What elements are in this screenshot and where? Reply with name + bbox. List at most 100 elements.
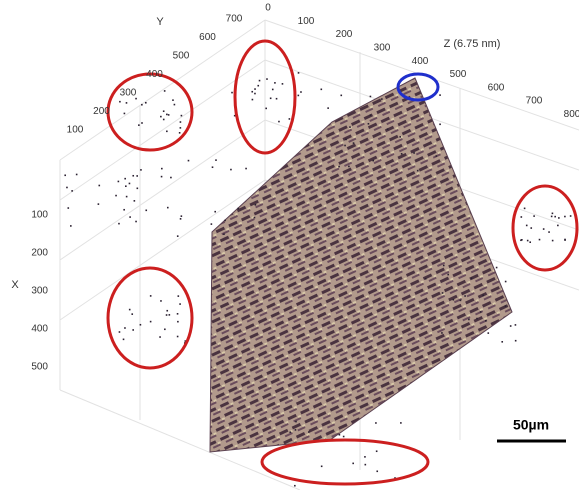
speck (557, 225, 559, 227)
speck (136, 175, 138, 177)
speck (529, 241, 531, 243)
speck (131, 313, 133, 315)
speck (160, 116, 162, 118)
speck (510, 325, 512, 327)
speck (145, 102, 147, 104)
z-tick-label: 500 (450, 69, 467, 80)
y-tick-label: 200 (93, 106, 110, 117)
speck (224, 220, 226, 222)
speck (442, 292, 444, 294)
speck (554, 216, 556, 218)
speck (558, 217, 560, 219)
speck (179, 132, 181, 134)
speck (352, 463, 354, 465)
speck (365, 464, 367, 466)
speck (439, 123, 441, 125)
z-tick-label: 400 (412, 56, 429, 67)
speck (126, 196, 128, 198)
speck (364, 456, 366, 458)
speck (265, 108, 267, 110)
z-tick-label: 100 (298, 16, 315, 27)
speck (482, 294, 484, 296)
speck (551, 216, 553, 218)
speck (163, 110, 165, 112)
speck (98, 203, 100, 205)
speck (501, 341, 503, 343)
speck (138, 124, 140, 126)
speck (174, 104, 176, 106)
speck (177, 313, 179, 315)
speck (443, 265, 445, 267)
speck (387, 128, 389, 130)
y-tick-label: 100 (67, 125, 84, 136)
speck (321, 466, 323, 468)
speck (400, 422, 402, 424)
speck (126, 102, 128, 104)
speck (295, 429, 297, 431)
speck (539, 239, 541, 241)
speck (274, 82, 276, 84)
speck (480, 311, 482, 313)
speck (177, 235, 179, 237)
speck (399, 136, 401, 138)
speck (124, 327, 126, 329)
speck (166, 114, 168, 116)
speck (137, 188, 139, 190)
z-tick-label: 0 (265, 3, 271, 14)
speck (298, 95, 300, 97)
speck (254, 93, 256, 95)
speck (140, 324, 142, 326)
speck (212, 166, 214, 168)
speck (338, 166, 340, 168)
z-tick-label: 200 (336, 29, 353, 40)
speck (124, 113, 126, 115)
speck (425, 278, 427, 280)
speck (298, 72, 300, 74)
speck (76, 174, 78, 176)
speck (71, 190, 73, 192)
speck (340, 95, 342, 97)
speck (179, 303, 181, 305)
speck (453, 299, 455, 301)
speck (231, 92, 233, 94)
speck (372, 160, 374, 162)
speck (368, 123, 370, 125)
speck (505, 305, 507, 307)
speck (167, 207, 169, 209)
speck (180, 127, 182, 129)
speck (552, 240, 554, 242)
speck (129, 216, 131, 218)
speck (515, 340, 517, 342)
speck (548, 231, 550, 233)
speck (237, 208, 239, 210)
speck (150, 321, 152, 323)
speck (530, 227, 532, 229)
speck (119, 101, 121, 103)
speck (282, 83, 284, 85)
speck (178, 295, 180, 297)
speck (521, 239, 523, 241)
speck (168, 114, 170, 116)
speck (447, 274, 449, 276)
speck (487, 332, 489, 334)
z-tick-label: 700 (526, 96, 543, 107)
speck (164, 90, 166, 92)
speck (476, 318, 478, 320)
speck (376, 450, 378, 452)
speck (140, 169, 142, 171)
speck (172, 99, 174, 101)
y-tick-label: 500 (173, 51, 190, 62)
z-tick-label: 600 (488, 82, 505, 93)
speck (67, 207, 69, 209)
scale-bar-label: 50µm (513, 417, 549, 433)
speck (214, 211, 216, 213)
speck (177, 321, 179, 323)
speck (177, 336, 179, 338)
speck (524, 208, 526, 210)
speck (353, 142, 355, 144)
speck (327, 107, 329, 109)
x-tick-label: 300 (31, 286, 48, 297)
speck (164, 328, 166, 330)
speck (134, 200, 136, 202)
x-tick-label: 200 (31, 248, 48, 259)
